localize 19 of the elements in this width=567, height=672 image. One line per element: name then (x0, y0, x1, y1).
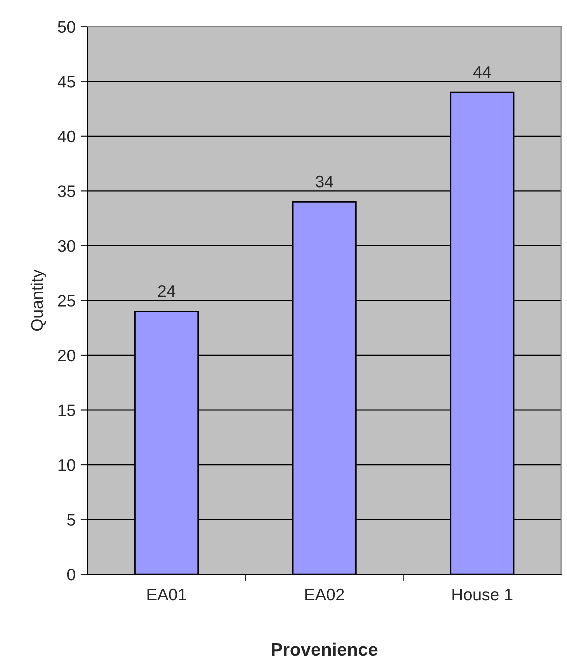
y-tick-label: 15 (58, 404, 76, 416)
data-label: 44 (474, 66, 492, 78)
y-tick-label: 40 (58, 130, 76, 143)
x-tick-label: EA02 (306, 588, 344, 601)
y-tick-label: 5 (67, 514, 76, 526)
y-tick-label: 10 (58, 459, 76, 472)
y-tick-label: 20 (58, 350, 76, 362)
y-tick-label: 45 (58, 76, 76, 88)
y-tick-label: 0 (67, 568, 76, 581)
y-axis-title: Quantity (30, 270, 46, 331)
x-tick-label: EA01 (148, 588, 186, 601)
data-label: 24 (158, 285, 176, 298)
x-tick-label: House 1 (452, 589, 513, 601)
y-tick-label: 35 (58, 186, 76, 198)
y-tick-label: 25 (58, 295, 76, 307)
y-tick-label: 50 (58, 21, 76, 34)
y-tick-label: 30 (58, 240, 76, 252)
data-label: 34 (316, 176, 334, 188)
x-axis-title: Provenience (272, 642, 378, 656)
